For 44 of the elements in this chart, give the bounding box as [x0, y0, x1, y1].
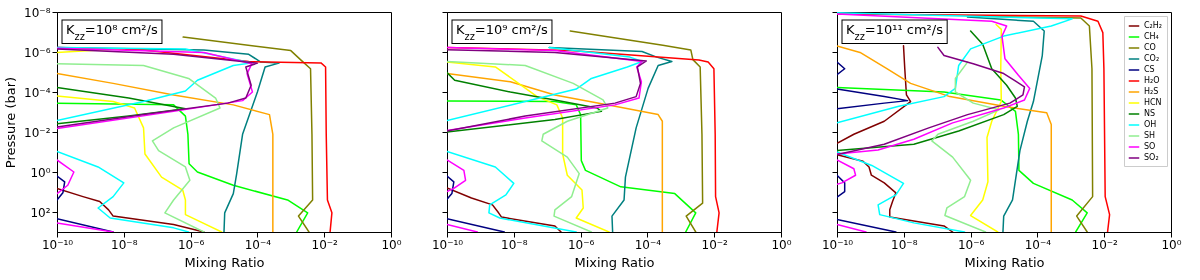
x-tick-label: 10⁻¹⁰ [431, 237, 464, 252]
legend-label: HCN [1144, 98, 1162, 107]
y-axis-title: Pressure (bar) [3, 76, 19, 169]
legend-label: CO [1144, 43, 1156, 52]
legend-label: CH₄ [1144, 32, 1159, 41]
legend-label: H₂O [1144, 76, 1160, 85]
x-tick-label: 10⁻⁶ [177, 237, 205, 252]
x-tick-label: 10⁻¹⁰ [41, 237, 74, 252]
annotation: K$_{zz}$=10⁸ cm²/s [66, 22, 158, 42]
legend-label: NS [1144, 109, 1156, 118]
legend-label: C₂H₂ [1144, 21, 1163, 30]
legend-label: SO₂ [1144, 153, 1159, 162]
x-tick-label: 10⁻⁴ [244, 237, 272, 252]
x-axis-title: Mixing Ratio [574, 254, 655, 270]
x-tick-label: 10⁻² [701, 237, 729, 252]
x-tick-label: 10⁰ [381, 237, 402, 252]
x-tick-label: 10⁻⁴ [634, 237, 662, 252]
legend-label: SO [1144, 142, 1156, 151]
legend-label: OH [1144, 120, 1157, 129]
x-tick-label: 10⁻¹⁰ [821, 237, 854, 252]
annotation: K$_{zz}$=10¹¹ cm²/s [846, 22, 944, 42]
x-tick-label: 10⁻² [311, 237, 339, 252]
x-tick-label: 10⁻⁴ [1024, 237, 1052, 252]
x-tick-label: 10⁻⁶ [567, 237, 595, 252]
x-axis-title: Mixing Ratio [184, 254, 265, 270]
x-tick-label: 10⁻⁶ [957, 237, 985, 252]
y-tick-label: 10⁰ [30, 165, 51, 180]
x-tick-label: 10⁻⁸ [891, 237, 918, 252]
y-tick-label: 10⁻⁶ [24, 45, 51, 60]
x-tick-label: 10⁰ [1161, 237, 1182, 252]
annotation: K$_{zz}$=10⁹ cm²/s [456, 22, 548, 42]
y-tick-label: 10⁻² [24, 125, 51, 140]
legend-label: CS [1144, 65, 1155, 74]
legend-label: H₂S [1144, 87, 1159, 96]
y-tick-label: 10² [30, 205, 51, 220]
legend-label: CO₂ [1144, 54, 1160, 63]
y-tick-label: 10⁻⁸ [24, 5, 51, 20]
x-tick-label: 10⁰ [771, 237, 792, 252]
x-tick-label: 10⁻² [1091, 237, 1119, 252]
x-axis-title: Mixing Ratio [964, 254, 1045, 270]
y-tick-label: 10⁻⁴ [24, 85, 51, 100]
legend-label: SH [1144, 131, 1156, 140]
x-tick-label: 10⁻⁸ [111, 237, 138, 252]
x-tick-label: 10⁻⁸ [501, 237, 528, 252]
